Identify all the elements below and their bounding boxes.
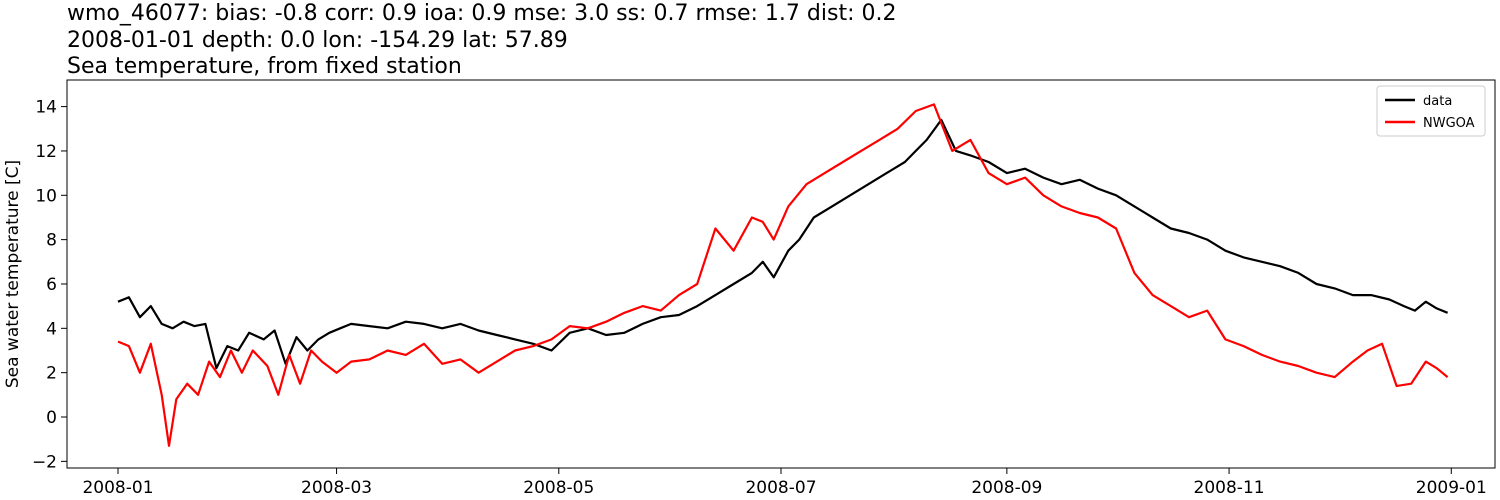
legend: data NWGOA <box>1376 85 1486 137</box>
y-tick-label: 14 <box>35 98 57 118</box>
x-axis: 2008-01 2008-03 2008-05 2008-07 2008-09 2008-… <box>82 468 1487 498</box>
y-tick-label: 10 <box>35 186 57 206</box>
y-tick-label: 8 <box>46 231 57 251</box>
x-tick-label: 2008-07 <box>745 478 816 498</box>
y-tick-label: 0 <box>46 408 57 428</box>
series-line-data <box>117 118 1449 370</box>
legend-box <box>1376 85 1486 137</box>
series-line-nwgoa <box>117 103 1449 447</box>
y-tick-label: 2 <box>46 364 57 384</box>
y-axis: −2 0 2 4 6 8 10 12 14 <box>32 98 67 472</box>
y-tick-label: −2 <box>32 452 57 472</box>
y-tick-label: 12 <box>35 142 57 162</box>
x-tick-label: 2009-01 <box>1416 478 1487 498</box>
chart-title-line-1: wmo_46077: bias: -0.8 corr: 0.9 ioa: 0.9… <box>67 1 897 26</box>
y-tick-label: 4 <box>46 319 57 339</box>
plot-area <box>117 103 1449 447</box>
chart-title-line-3: Sea temperature, from fixed station <box>67 54 462 79</box>
chart-title-line-2: 2008-01-01 depth: 0.0 lon: -154.29 lat: … <box>67 28 568 53</box>
x-tick-label: 2008-05 <box>523 478 594 498</box>
x-tick-label: 2008-03 <box>301 478 372 498</box>
x-tick-label: 2008-11 <box>1194 478 1265 498</box>
legend-label-nwgoa: NWGOA <box>1423 116 1475 131</box>
axes-frame <box>66 79 1496 469</box>
x-tick-label: 2008-01 <box>82 478 153 498</box>
y-tick-label: 6 <box>46 275 57 295</box>
y-axis-label: Sea water temperature [C] <box>3 160 23 388</box>
legend-label-data: data <box>1423 94 1452 109</box>
x-tick-label: 2008-09 <box>971 478 1042 498</box>
